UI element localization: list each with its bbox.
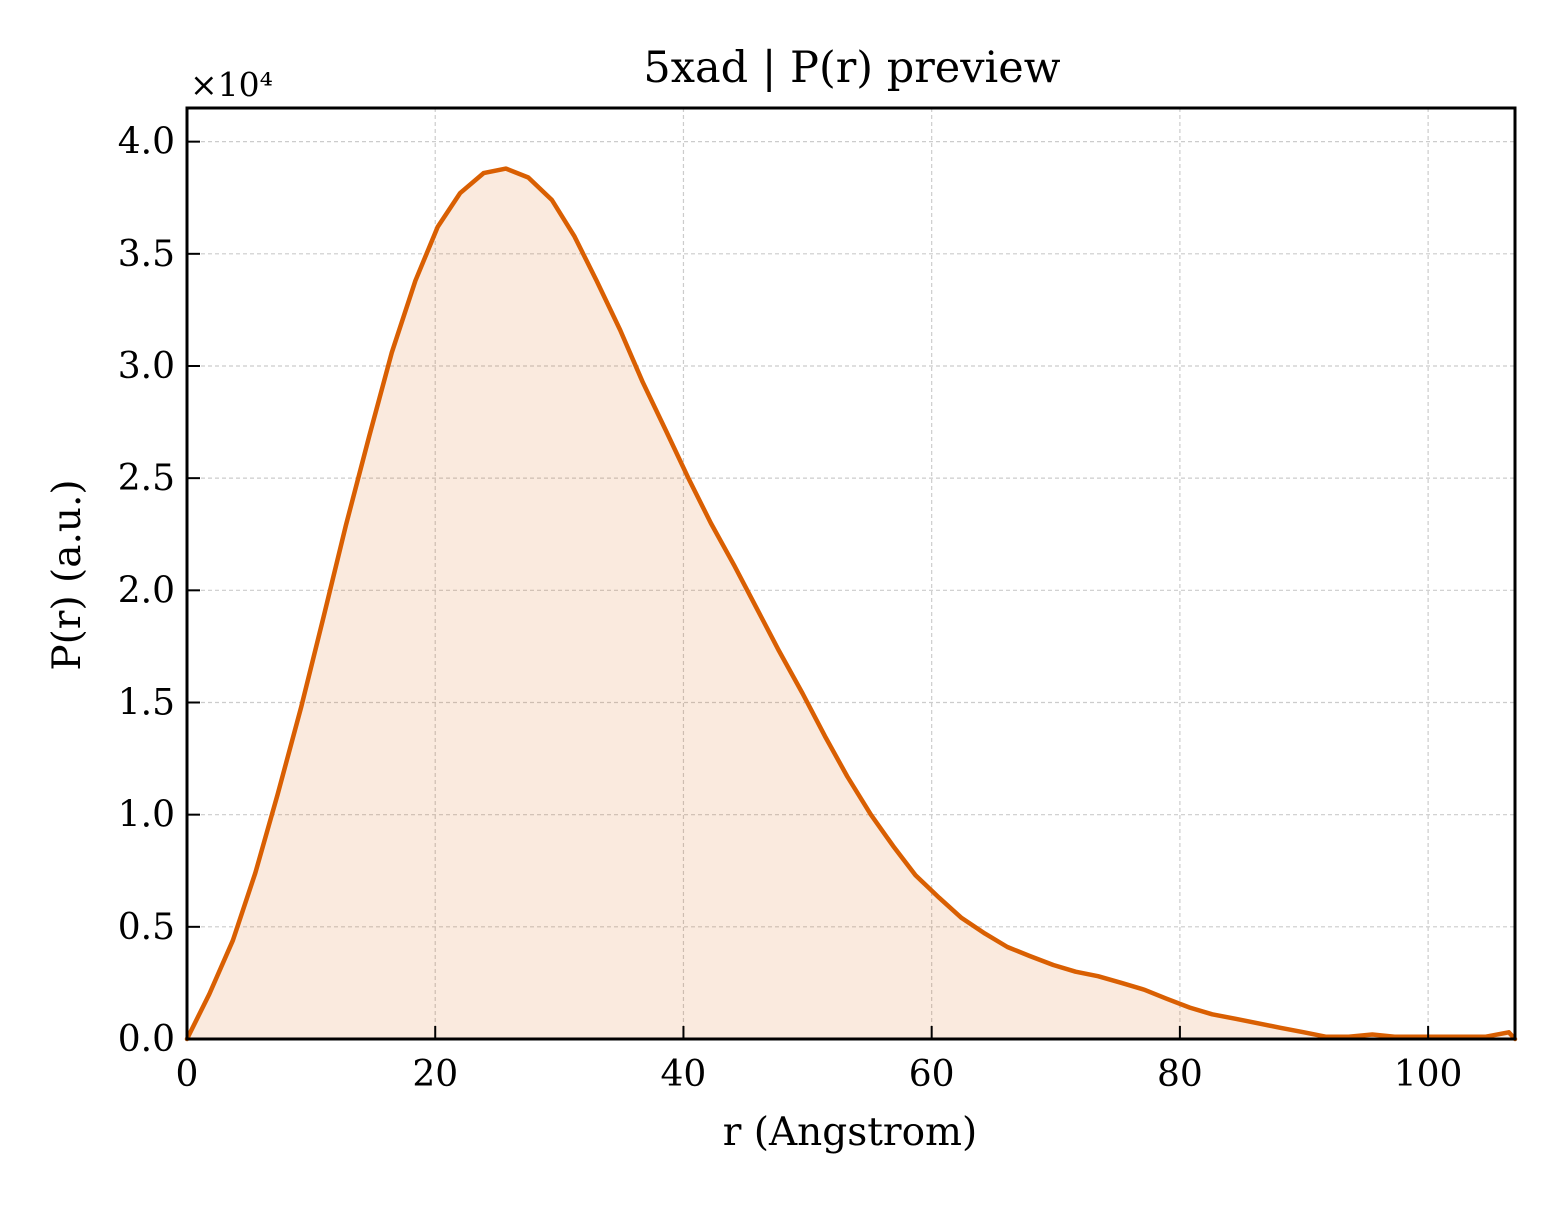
- x-tick-label: 100: [1394, 1054, 1463, 1095]
- x-tick-label: 20: [412, 1054, 458, 1095]
- y-tick-label: 1.0: [118, 795, 175, 836]
- y-tick-label: 2.0: [118, 570, 175, 611]
- y-tick-label: 1.5: [118, 682, 175, 723]
- tick-labels: 0 20 40 60 80 100 0.0 0.5 1.0 1.5 2.0 2.5 3.0 3.5 4.0: [118, 122, 1463, 1095]
- y-tick-label: 0.5: [118, 907, 175, 948]
- chart-title: 5xad | P(r) preview: [643, 43, 1060, 93]
- y-tick-label: 0.0: [118, 1019, 175, 1060]
- x-tick-label: 0: [176, 1054, 199, 1095]
- data-series: [184, 166, 1518, 1042]
- grid-lines: [187, 108, 1515, 1039]
- y-axis-label: P(r) (a.u.): [45, 479, 90, 670]
- pr-area-fill-0: [187, 168, 1515, 1040]
- x-tick-label: 60: [909, 1054, 955, 1095]
- y-tick-label: 2.5: [118, 458, 175, 499]
- y-axis-offset-label: ×10⁴: [190, 65, 273, 104]
- x-tick-label: 80: [1157, 1054, 1203, 1095]
- y-tick-label: 4.0: [118, 122, 175, 163]
- pr-curve-line-0: [184, 166, 1518, 1042]
- y-tick-label: 3.5: [118, 234, 175, 275]
- x-tick-label: 40: [661, 1054, 707, 1095]
- y-tick-label: 3.0: [118, 346, 175, 387]
- x-axis-label: r (Angstrom): [723, 1110, 978, 1155]
- plot-frame: [185, 106, 1517, 1041]
